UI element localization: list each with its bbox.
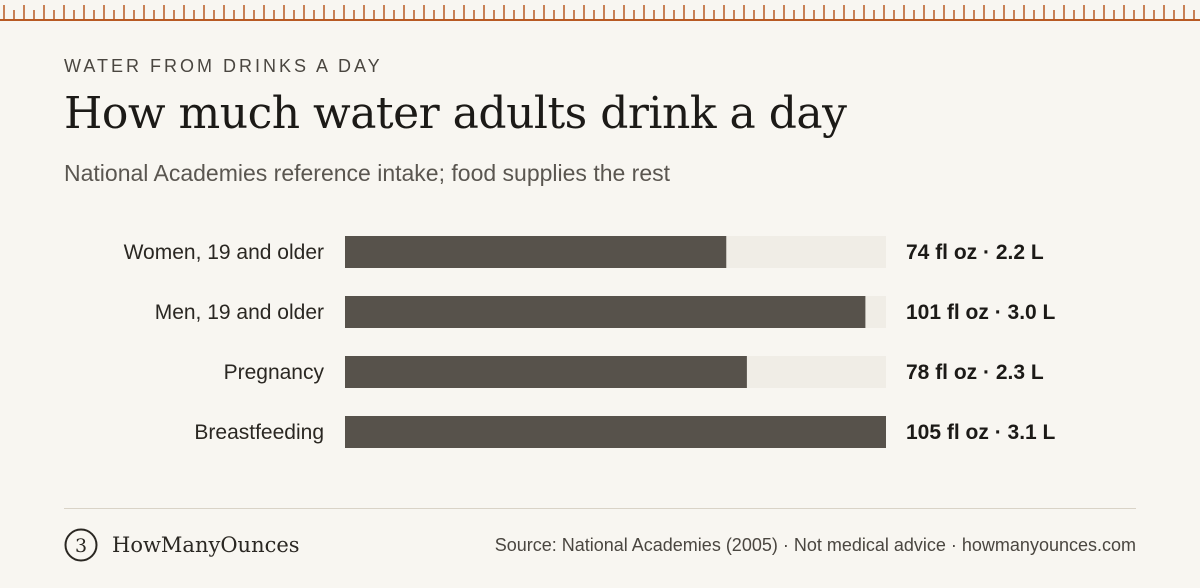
ruler-border <box>0 5 1200 21</box>
category-label: Women, 19 and older <box>124 241 324 264</box>
value-label: 105 fl oz · 3.1 L <box>906 421 1056 444</box>
bar <box>345 296 866 328</box>
bar <box>345 416 886 448</box>
logo-glyph: 3 <box>75 535 87 557</box>
category-label: Breastfeeding <box>194 421 324 444</box>
footer-divider <box>64 508 1136 509</box>
category-label: Men, 19 and older <box>155 301 324 324</box>
brand-logo-icon: 3 <box>64 528 98 562</box>
value-label: 74 fl oz · 2.2 L <box>906 241 1044 264</box>
bar <box>345 356 747 388</box>
value-label: 101 fl oz · 3.0 L <box>906 301 1056 324</box>
eyebrow-label: WATER FROM DRINKS A DAY <box>64 56 383 76</box>
bar <box>345 236 727 268</box>
subtitle: National Academies reference intake; foo… <box>64 160 671 186</box>
brand-name: HowManyOunces <box>112 533 300 557</box>
category-label: Pregnancy <box>224 361 325 384</box>
source-note: Source: National Academies (2005) · Not … <box>494 535 1136 555</box>
page-title: How much water adults drink a day <box>64 88 847 139</box>
value-label: 78 fl oz · 2.3 L <box>906 361 1044 384</box>
